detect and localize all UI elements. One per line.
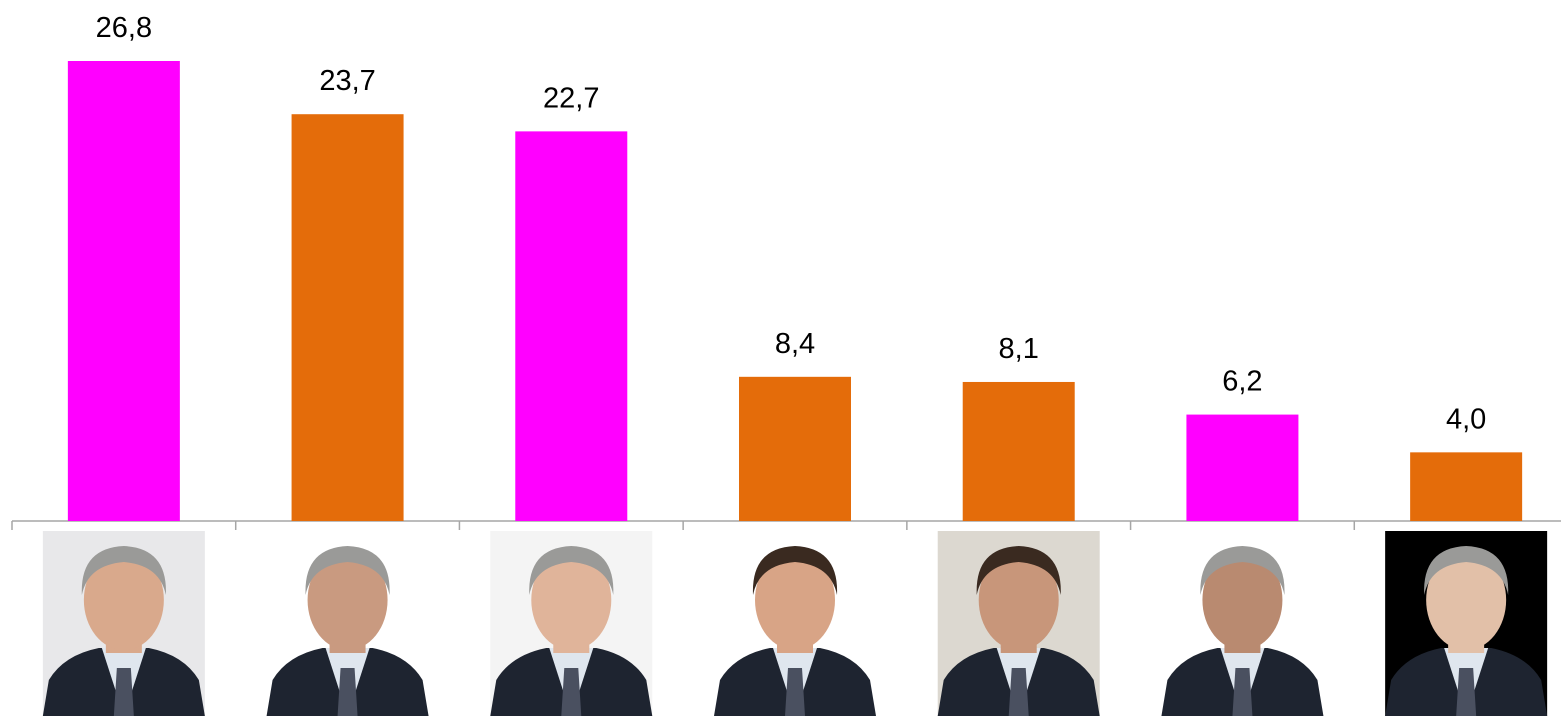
portrait-tie	[1456, 668, 1476, 716]
data-label: 26,8	[96, 12, 152, 44]
portrait	[267, 531, 429, 716]
portrait-tie	[114, 668, 134, 716]
portrait	[714, 531, 876, 716]
portrait	[938, 531, 1100, 716]
chart: 26,8 23,7 22,7 8,4 8,1 6,2 4,0	[0, 0, 1561, 716]
data-label: 8,1	[999, 333, 1039, 365]
bar	[1186, 415, 1298, 521]
data-label: 22,7	[543, 82, 599, 114]
bar	[68, 61, 180, 521]
portrait	[43, 531, 205, 716]
portrait	[490, 531, 652, 716]
portrait	[1385, 531, 1547, 716]
bar	[739, 377, 851, 521]
data-label: 6,2	[1222, 366, 1262, 398]
portrait-tie	[338, 668, 358, 716]
data-label: 4,0	[1446, 403, 1486, 435]
portrait-tie	[1009, 668, 1029, 716]
bar	[1410, 452, 1522, 521]
bar	[515, 131, 627, 521]
portrait-tie	[785, 668, 805, 716]
bar	[963, 382, 1075, 521]
bar	[292, 114, 404, 521]
data-label: 23,7	[319, 65, 375, 97]
portrait-tie	[561, 668, 581, 716]
data-label: 8,4	[775, 328, 815, 360]
portrait	[1161, 531, 1323, 716]
portrait-tie	[1232, 668, 1252, 716]
